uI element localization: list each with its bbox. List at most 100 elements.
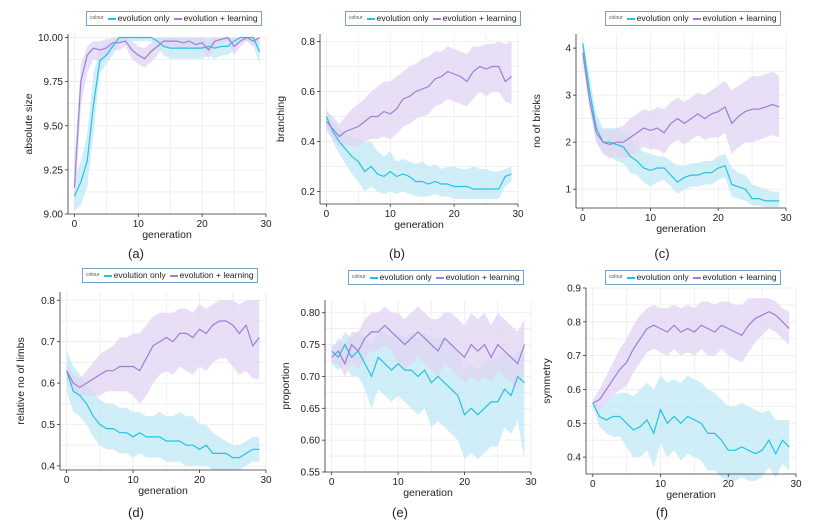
y-tick-label: 9.00 xyxy=(44,210,64,221)
legend-key-label: colour xyxy=(349,15,363,21)
legend-swatch xyxy=(692,17,701,20)
y-tick-label: 0.7 xyxy=(567,351,581,362)
y-tick-label: 0.9 xyxy=(567,284,581,295)
y-tick-label: 0.75 xyxy=(301,340,321,351)
ribbon-evolution-learning xyxy=(592,298,790,410)
x-tick-label: 0 xyxy=(64,475,70,486)
legend-label: evolution only xyxy=(636,13,689,23)
ribbon-evolution-only xyxy=(74,37,260,211)
y-tick-label: 0.4 xyxy=(567,453,581,464)
legend: colour evolution only evolution + learning xyxy=(348,270,524,285)
legend-label: evolution only xyxy=(636,272,689,282)
series-line-evolution-only xyxy=(73,36,261,197)
legend-swatch xyxy=(173,17,182,20)
legend-key-label: colour xyxy=(86,272,100,278)
y-tick-label: 0.2 xyxy=(301,187,315,198)
chart-panel-d: 0.4 0.5 0.6 0.7 0.8 0 10 20 30 generation relative… xyxy=(15,292,272,497)
ribbon-evolution-only xyxy=(331,331,525,460)
legend-item-evolution-only: evolution only xyxy=(103,269,166,282)
legend-item-evolution-only: evolution only xyxy=(369,271,432,284)
chart-panel-e: 0.55 0.60 0.65 0.70 0.75 0.80 0 10 20 30 generatio… xyxy=(280,300,537,499)
y-tick-label: 0.70 xyxy=(301,372,321,383)
y-axis-title: relative no of limbs xyxy=(15,337,27,425)
x-tick-label: 30 xyxy=(260,219,272,230)
y-axis-title: symmetry xyxy=(541,358,553,404)
legend-swatch xyxy=(626,17,635,20)
x-tick-label: 20 xyxy=(713,213,725,224)
x-tick-label: 10 xyxy=(393,477,405,488)
legend-item-evolution-only: evolution only xyxy=(107,12,170,25)
ribbon-evolution-learning xyxy=(66,300,260,404)
series-line-evolution-only xyxy=(325,116,512,190)
y-tick-label: 0.5 xyxy=(41,420,55,431)
chart-panel-b: 0.2 0.4 0.6 0.8 0 10 20 30 generation branching xyxy=(275,34,524,231)
legend-label: evolution only xyxy=(379,272,432,282)
legend-swatch xyxy=(103,274,112,277)
x-tick-label: 0 xyxy=(72,219,78,230)
plot-area: 0.4 0.5 0.6 0.7 0.8 0.9 0 10 20 30 generation symme… xyxy=(541,284,802,502)
y-tick-label: 0.5 xyxy=(567,419,581,430)
legend-item-evolution-learning: evolution + learning xyxy=(432,12,517,25)
y-axis-title: branching xyxy=(275,96,287,142)
x-tick-label: 20 xyxy=(723,479,735,490)
x-axis-title: generation xyxy=(403,487,453,499)
x-tick-label: 10 xyxy=(645,213,657,224)
x-tick-label: 20 xyxy=(459,477,471,488)
y-tick-label: 0.8 xyxy=(301,37,315,48)
ribbon-evolution-only xyxy=(592,375,790,481)
panel-caption: (b) xyxy=(389,246,405,261)
panel-caption: (f) xyxy=(655,505,669,520)
legend-key-label: colour xyxy=(609,274,623,280)
plot-area: 0.55 0.60 0.65 0.70 0.75 0.80 0 10 20 30 generatio… xyxy=(280,300,537,499)
y-tick-label: 2 xyxy=(565,138,571,149)
legend-item-evolution-only: evolution only xyxy=(626,271,689,284)
x-tick-label: 0 xyxy=(324,209,330,220)
legend-label: evolution only xyxy=(117,13,170,23)
legend-label: evolution + learning xyxy=(183,13,258,23)
plot-area: 0.4 0.5 0.6 0.7 0.8 0 10 20 30 generation relative… xyxy=(15,292,272,497)
legend-label: evolution only xyxy=(113,270,166,280)
ribbon-evolution-learning xyxy=(326,41,512,147)
legend: colour evolution only evolution + learning xyxy=(605,270,781,285)
legend-swatch xyxy=(107,17,116,20)
legend-item-evolution-only: evolution only xyxy=(366,12,429,25)
ribbon-evolution-only xyxy=(66,350,260,470)
y-tick-label: 0.6 xyxy=(301,87,315,98)
x-tick-label: 30 xyxy=(260,475,272,486)
y-tick-label: 0.55 xyxy=(301,468,321,479)
legend-swatch xyxy=(435,276,444,279)
y-axis-title: no of bricks xyxy=(531,94,543,148)
series-line-evolution-only xyxy=(582,43,780,202)
y-tick-label: 3 xyxy=(565,91,571,102)
legend-item-evolution-only: evolution only xyxy=(626,12,689,25)
x-axis-title: generation xyxy=(138,485,188,497)
series-line-evolution-learning xyxy=(66,320,260,388)
y-tick-label: 0.60 xyxy=(301,436,321,447)
legend-item-evolution-learning: evolution + learning xyxy=(692,271,777,284)
y-tick-label: 0.4 xyxy=(301,137,315,148)
y-tick-label: 10.00 xyxy=(38,33,63,44)
legend: colour evolution only evolution + learning xyxy=(345,11,521,26)
y-tick-label: 0.80 xyxy=(301,308,321,319)
x-tick-label: 30 xyxy=(790,479,802,490)
ribbon-evolution-only xyxy=(582,38,780,208)
series-line-evolution-only xyxy=(66,370,260,459)
y-tick-label: 1 xyxy=(565,185,571,196)
plot-area: 0.2 0.4 0.6 0.8 0 10 20 30 generation branching xyxy=(275,34,524,231)
legend-swatch xyxy=(369,276,378,279)
legend-key-label: colour xyxy=(90,15,104,21)
legend-label: evolution + learning xyxy=(702,13,777,23)
series-line-evolution-only xyxy=(331,343,525,416)
y-tick-label: 0.6 xyxy=(567,385,581,396)
legend-label: evolution + learning xyxy=(445,272,520,282)
x-axis-title: generation xyxy=(142,229,192,241)
panel-caption: (c) xyxy=(654,246,670,261)
x-axis-title: generation xyxy=(656,223,706,235)
x-tick-label: 10 xyxy=(128,475,140,486)
legend-swatch xyxy=(692,276,701,279)
ribbon-evolution-learning xyxy=(74,37,260,214)
legend-item-evolution-learning: evolution + learning xyxy=(169,269,254,282)
series-line-evolution-learning xyxy=(73,36,260,188)
series-line-evolution-only xyxy=(592,402,790,456)
